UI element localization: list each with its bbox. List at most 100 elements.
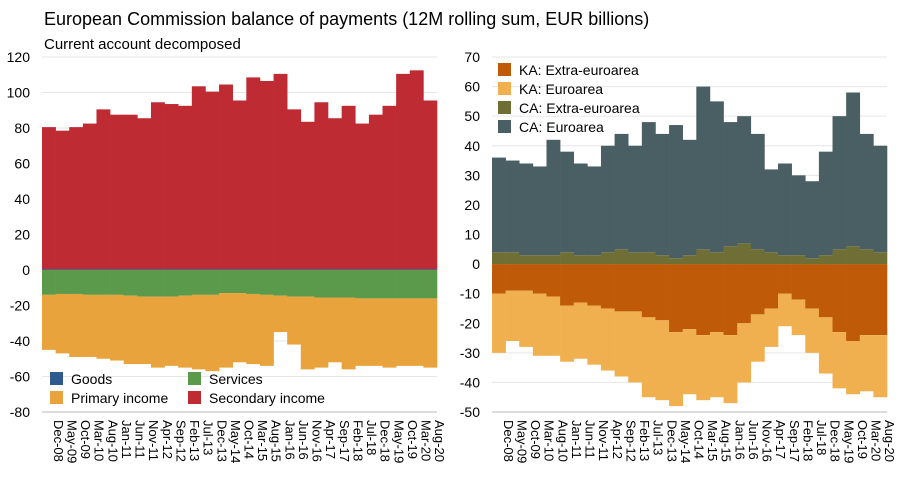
bar-goods (355, 269, 370, 270)
y-tick-label: 20 (464, 197, 480, 213)
bar-ka-euroarea (641, 317, 656, 398)
bar-ka-euroarea (682, 329, 697, 395)
x-tick-label: Dec-18 (828, 420, 843, 462)
bar-services (178, 270, 193, 296)
x-tick-label: Apr-17 (323, 420, 338, 459)
x-tick-label: Feb-13 (637, 420, 652, 461)
legend-swatch (498, 63, 511, 76)
bar-secondary-income (42, 127, 56, 270)
bar-ca-euroarea (655, 133, 670, 256)
bar-ca-euroarea (682, 139, 697, 256)
bar-services (246, 270, 261, 294)
bar-ka-euroarea (873, 335, 888, 398)
bar-services (150, 270, 165, 297)
bar-secondary-income (219, 84, 233, 270)
x-tick-label: Oct-09 (78, 420, 93, 459)
y-tick-label: 40 (464, 138, 480, 154)
bar-goods (423, 269, 438, 270)
legend-swatch (188, 391, 201, 404)
bar-ca-extra-euroarea (519, 255, 534, 265)
bar-primary-income (287, 296, 302, 345)
bar-ka-extra-euroarea (805, 264, 820, 309)
y-tick-label: -10 (460, 286, 480, 302)
bar-primary-income (246, 293, 261, 365)
bar-ca-euroarea (750, 133, 765, 250)
bar-goods (341, 269, 356, 270)
bar-primary-income (396, 298, 411, 366)
bar-primary-income (355, 298, 370, 366)
bar-ca-euroarea (532, 166, 547, 256)
y-tick-label: 80 (14, 120, 30, 136)
bar-ka-extra-euroarea (532, 264, 547, 294)
bar-primary-income (341, 297, 356, 370)
bar-primary-income (205, 294, 220, 372)
bar-secondary-income (287, 109, 302, 270)
x-tick-label: Sep-17 (787, 420, 802, 462)
bar-ka-extra-euroarea (655, 264, 670, 321)
bar-services (314, 270, 329, 298)
bar-ka-euroarea (669, 332, 683, 407)
x-tick-label: Sep-12 (173, 420, 188, 462)
x-tick-label: May-09 (64, 420, 79, 463)
bar-ka-euroarea (737, 323, 752, 383)
bar-ka-extra-euroarea (723, 264, 738, 336)
bar-primary-income (423, 298, 438, 368)
bar-ka-extra-euroarea (628, 264, 643, 312)
bar-primary-income (110, 294, 125, 361)
bar-services (368, 270, 383, 299)
bar-secondary-income (123, 114, 138, 270)
bar-ka-euroarea (655, 320, 670, 401)
bar-ka-extra-euroarea (750, 264, 765, 315)
bar-ca-extra-euroarea (723, 246, 738, 265)
bar-services (396, 270, 411, 299)
bar-ca-extra-euroarea (832, 249, 847, 265)
x-tick-label: Jul-13 (651, 420, 666, 455)
bar-services (164, 270, 179, 297)
bar-goods (259, 269, 274, 270)
bar-secondary-income (328, 118, 342, 270)
bar-ka-euroarea (764, 308, 779, 347)
bar-ka-euroarea (492, 293, 506, 353)
x-tick-label: Jun-16 (746, 420, 761, 460)
bar-ca-extra-euroarea (791, 255, 806, 265)
legend-swatch (498, 120, 511, 133)
x-tick-label: Mar-15 (705, 420, 720, 461)
x-tick-label: Apr-17 (773, 420, 788, 459)
bar-ca-extra-euroarea (737, 243, 752, 265)
bar-ka-euroarea (573, 302, 588, 359)
bar-services (382, 270, 397, 299)
bar-ka-euroarea (778, 293, 792, 327)
y-tick-label: -40 (10, 333, 30, 349)
bar-services (219, 270, 233, 294)
bar-ca-euroarea (723, 122, 738, 247)
x-tick-label: Aug-20 (432, 420, 447, 462)
bar-ca-extra-euroarea (655, 255, 670, 265)
bar-services (328, 270, 342, 298)
legend-label: Services (209, 371, 263, 387)
bar-secondary-income (110, 114, 125, 270)
x-tick-label: Oct-14 (692, 420, 707, 459)
bar-ka-euroarea (614, 311, 629, 377)
x-tick-label: May-14 (228, 420, 243, 463)
bar-goods (396, 269, 411, 270)
bar-goods (287, 269, 302, 270)
bar-ca-extra-euroarea (846, 246, 861, 265)
bar-ca-euroarea (778, 163, 792, 256)
legend-swatch (188, 372, 201, 385)
figure-title: European Commission balance of payments … (44, 9, 650, 29)
bar-primary-income (300, 296, 315, 370)
bar-ka-euroarea (750, 314, 765, 362)
x-tick-label: Jun-16 (296, 420, 311, 460)
bar-services (191, 270, 206, 295)
bar-ka-euroarea (519, 290, 534, 347)
bar-primary-income (259, 294, 274, 366)
bar-ka-extra-euroarea (614, 264, 629, 312)
bar-primary-income (232, 293, 247, 363)
y-tick-label: 20 (14, 227, 30, 243)
x-tick-label: Apr-12 (610, 420, 625, 459)
bar-ca-euroarea (791, 175, 806, 256)
bar-secondary-income (300, 121, 315, 270)
bar-ka-euroarea (628, 311, 643, 383)
y-tick-label: 60 (464, 79, 480, 95)
bar-ka-extra-euroarea (573, 264, 588, 303)
